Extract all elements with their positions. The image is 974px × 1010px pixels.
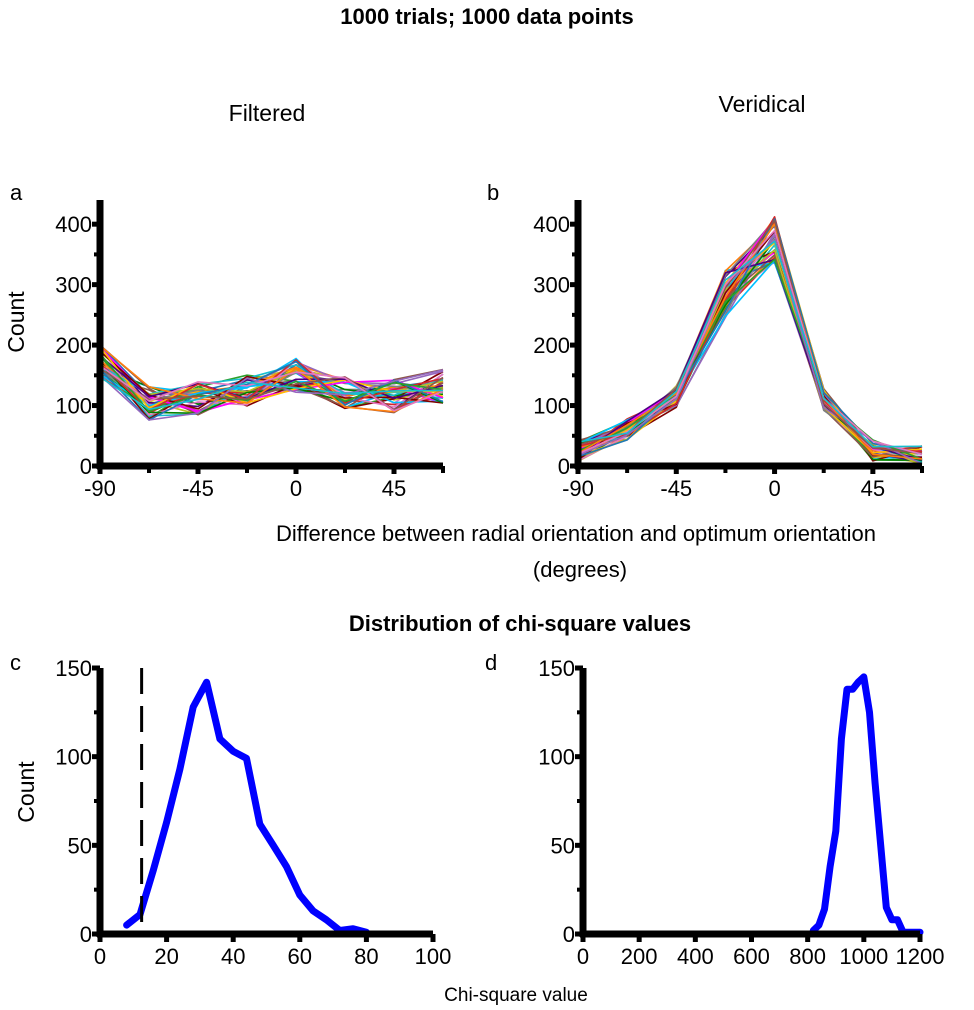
- panel-c-chi-line: [127, 682, 367, 932]
- panel-a-ytick-label: 200: [55, 333, 92, 358]
- panel-d-ytick-label: 100: [538, 745, 575, 770]
- panel-d-ytick-label: 150: [538, 656, 575, 681]
- panel-c-label: c: [10, 650, 21, 675]
- panel-d-xtick-label: 800: [789, 944, 826, 969]
- panel-b-xtick-label: -45: [660, 476, 692, 501]
- panel-c-ytick-label: 150: [55, 656, 92, 681]
- panel-a-ytick-label: 300: [55, 273, 92, 298]
- panel-c-xtick-label: 80: [354, 944, 378, 969]
- panel-a-ylabel: Count: [3, 291, 29, 353]
- panel-d-ytick-label: 0: [563, 922, 575, 947]
- panel-b-series-line: [578, 224, 922, 459]
- bottom-xlabel: Chi-square value: [444, 985, 588, 1006]
- panel-b-xtick-label: -90: [562, 476, 594, 501]
- panel-a-xtick-label: -90: [84, 476, 116, 501]
- top-xlabel-line2: (degrees): [533, 557, 627, 582]
- panel-c-ytick-label: 50: [68, 833, 92, 858]
- panel-d-xtick-label: 200: [621, 944, 658, 969]
- panel-d-xtick-label: 1200: [896, 944, 945, 969]
- panel-c-ytick-label: 100: [55, 745, 92, 770]
- panel-d-label: d: [485, 650, 497, 675]
- panel-c-xtick-label: 100: [415, 944, 452, 969]
- panel-b-ytick-label: 300: [533, 273, 570, 298]
- panel-c-xtick-label: 40: [221, 944, 245, 969]
- panel-b-ytick-label: 100: [533, 394, 570, 419]
- panel-c-xtick-label: 60: [288, 944, 312, 969]
- bottom-title: Distribution of chi-square values: [349, 611, 691, 636]
- panel-a-ytick-label: 100: [55, 394, 92, 419]
- figure-title: 1000 trials; 1000 data points: [340, 4, 633, 29]
- panel-b-subtitle: Veridical: [719, 91, 806, 117]
- panel-c-xtick-label: 20: [154, 944, 178, 969]
- panel-a-xtick-label: 45: [382, 476, 406, 501]
- panel-b-xtick-label: 0: [768, 476, 780, 501]
- panel-b-ytick-label: 400: [533, 212, 570, 237]
- panel-a-xtick-label: -45: [182, 476, 214, 501]
- top-xlabel-line1: Difference between radial orientation an…: [276, 521, 876, 546]
- panel-c-ylabel: Count: [13, 761, 39, 823]
- panel-a-subtitle: Filtered: [229, 100, 306, 126]
- panel-b-ytick-label: 200: [533, 333, 570, 358]
- panel-b-label: b: [487, 180, 499, 205]
- panel-d-chi-line: [813, 677, 920, 932]
- panel-d-xtick-label: 1000: [839, 944, 888, 969]
- panel-d-xtick-label: 400: [677, 944, 714, 969]
- panel-d-xtick-label: 0: [577, 944, 589, 969]
- panel-a-ytick-label: 400: [55, 212, 92, 237]
- panel-d-ytick-label: 50: [551, 833, 575, 858]
- panel-c-ytick-label: 0: [80, 922, 92, 947]
- panel-c-plot: 0 50 100 150 0 20 40 60 80 100: [55, 656, 451, 969]
- panel-a-label: a: [10, 180, 23, 205]
- panel-c-xtick-label: 0: [94, 944, 106, 969]
- panel-b-xtick-label: 45: [861, 476, 885, 501]
- panel-a-xtick-label: 0: [290, 476, 302, 501]
- panel-d-plot: 0 50 100 150 0 200 400 600 800 1000 1200: [538, 656, 944, 969]
- panel-d-xtick-label: 600: [733, 944, 770, 969]
